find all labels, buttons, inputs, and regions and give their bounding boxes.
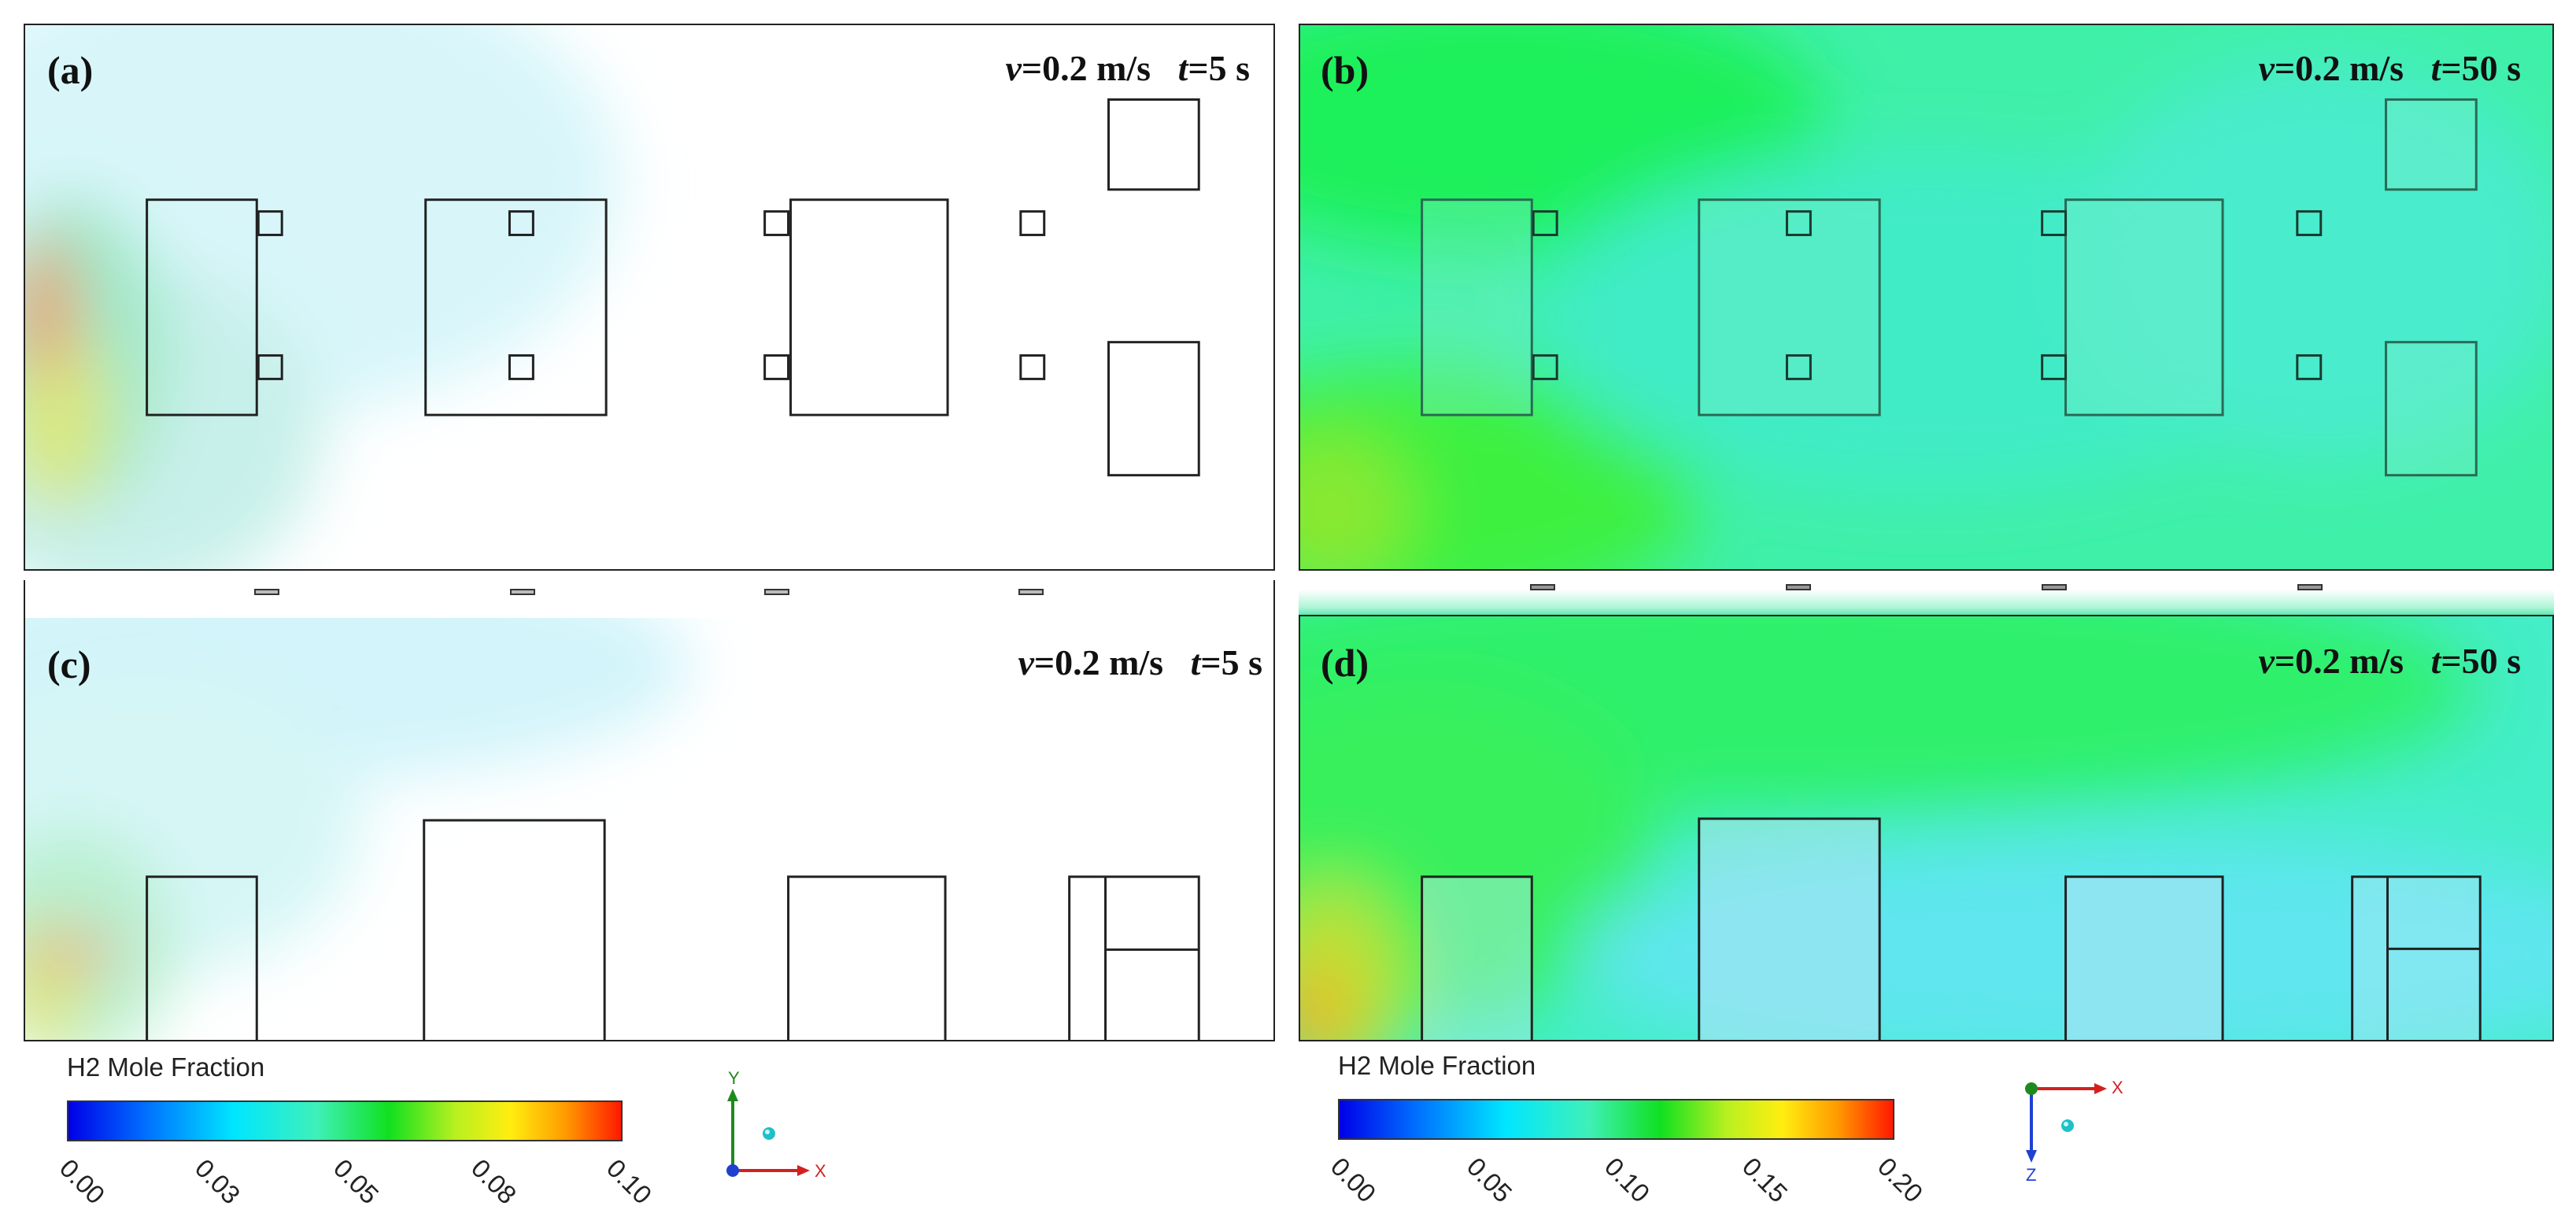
panel-a-label: (a) [47, 48, 94, 92]
panel-d-condition: v=0.2 m/s t=50 s [2258, 640, 2521, 682]
triad-x-label: X [2112, 1078, 2123, 1097]
panel-d-side-view-50s: (d) v=0.2 m/s t=50 s [1299, 616, 2554, 1041]
axis-triad-xy: Y X [712, 1068, 830, 1185]
panel-c-time: =5 s [1200, 642, 1262, 682]
panel-d-time: =50 s [2441, 641, 2521, 681]
colorbar-right-tick: 0.15 [1736, 1152, 1794, 1208]
panel-a-contour [25, 25, 1273, 569]
triad-x-label: X [815, 1161, 826, 1181]
triad-z-label: Z [2026, 1165, 2037, 1185]
velocity-symbol: v [1018, 642, 1034, 682]
colorbar-right [1338, 1099, 1894, 1140]
velocity-symbol: v [2258, 48, 2275, 88]
time-symbol: t [2430, 641, 2441, 681]
velocity-symbol: v [1005, 48, 1022, 88]
colorbar-right-tick: 0.00 [1325, 1152, 1382, 1208]
triad-y-label: Y [728, 1068, 740, 1088]
colorbar-left-title: H2 Mole Fraction [67, 1052, 265, 1082]
panel-c-side-view-5s: (c) v=0.2 m/s t=5 s [24, 618, 1275, 1041]
colorbar-left-tick: 0.03 [189, 1153, 246, 1210]
colorbar-left [67, 1100, 623, 1141]
panel-d-label: (d) [1321, 641, 1369, 685]
colorbar-right-title: H2 Mole Fraction [1338, 1051, 1536, 1080]
panel-b-condition: v=0.2 m/s t=50 s [2258, 47, 2521, 89]
vent-strip-left [24, 580, 1275, 620]
panel-c-velocity: =0.2 m/s [1033, 642, 1164, 682]
colorbar-right-tick: 0.05 [1461, 1152, 1518, 1208]
panel-b-velocity: =0.2 m/s [2274, 48, 2404, 88]
panel-b-label: (b) [1321, 48, 1369, 92]
panel-a-time: =5 s [1188, 48, 1250, 88]
velocity-symbol: v [2258, 641, 2275, 681]
panel-b-contour [1300, 25, 2552, 569]
axis-triad-xz: X Z [2011, 1074, 2129, 1193]
colorbar-left-tick: 0.08 [465, 1153, 523, 1210]
panel-a-velocity: =0.2 m/s [1021, 48, 1151, 88]
panel-b-top-view-50s: (b) v=0.2 m/s t=50 s [1299, 24, 2554, 571]
colorbar-left-tick: 0.00 [54, 1153, 111, 1210]
vent-strip-right [1299, 579, 2554, 616]
panel-a-condition: v=0.2 m/s t=5 s [1005, 47, 1250, 89]
panel-b-time: =50 s [2441, 48, 2521, 88]
time-symbol: t [1190, 642, 1201, 682]
colorbar-left-tick: 0.05 [327, 1153, 385, 1210]
panel-c-label: (c) [47, 642, 91, 686]
colorbar-right-tick: 0.20 [1872, 1152, 1929, 1208]
panel-a-top-view-5s: (a) v=0.2 m/s t=5 s [24, 24, 1275, 571]
time-symbol: t [2430, 48, 2441, 88]
colorbar-left-tick: 0.10 [601, 1153, 658, 1210]
panel-d-contour [1300, 616, 2552, 1040]
panel-d-velocity: =0.2 m/s [2274, 641, 2404, 681]
time-symbol: t [1177, 48, 1188, 88]
panel-c-condition: v=0.2 m/s t=5 s [1018, 642, 1262, 683]
panel-c-contour [25, 618, 1273, 1040]
colorbar-right-tick: 0.10 [1598, 1152, 1656, 1208]
